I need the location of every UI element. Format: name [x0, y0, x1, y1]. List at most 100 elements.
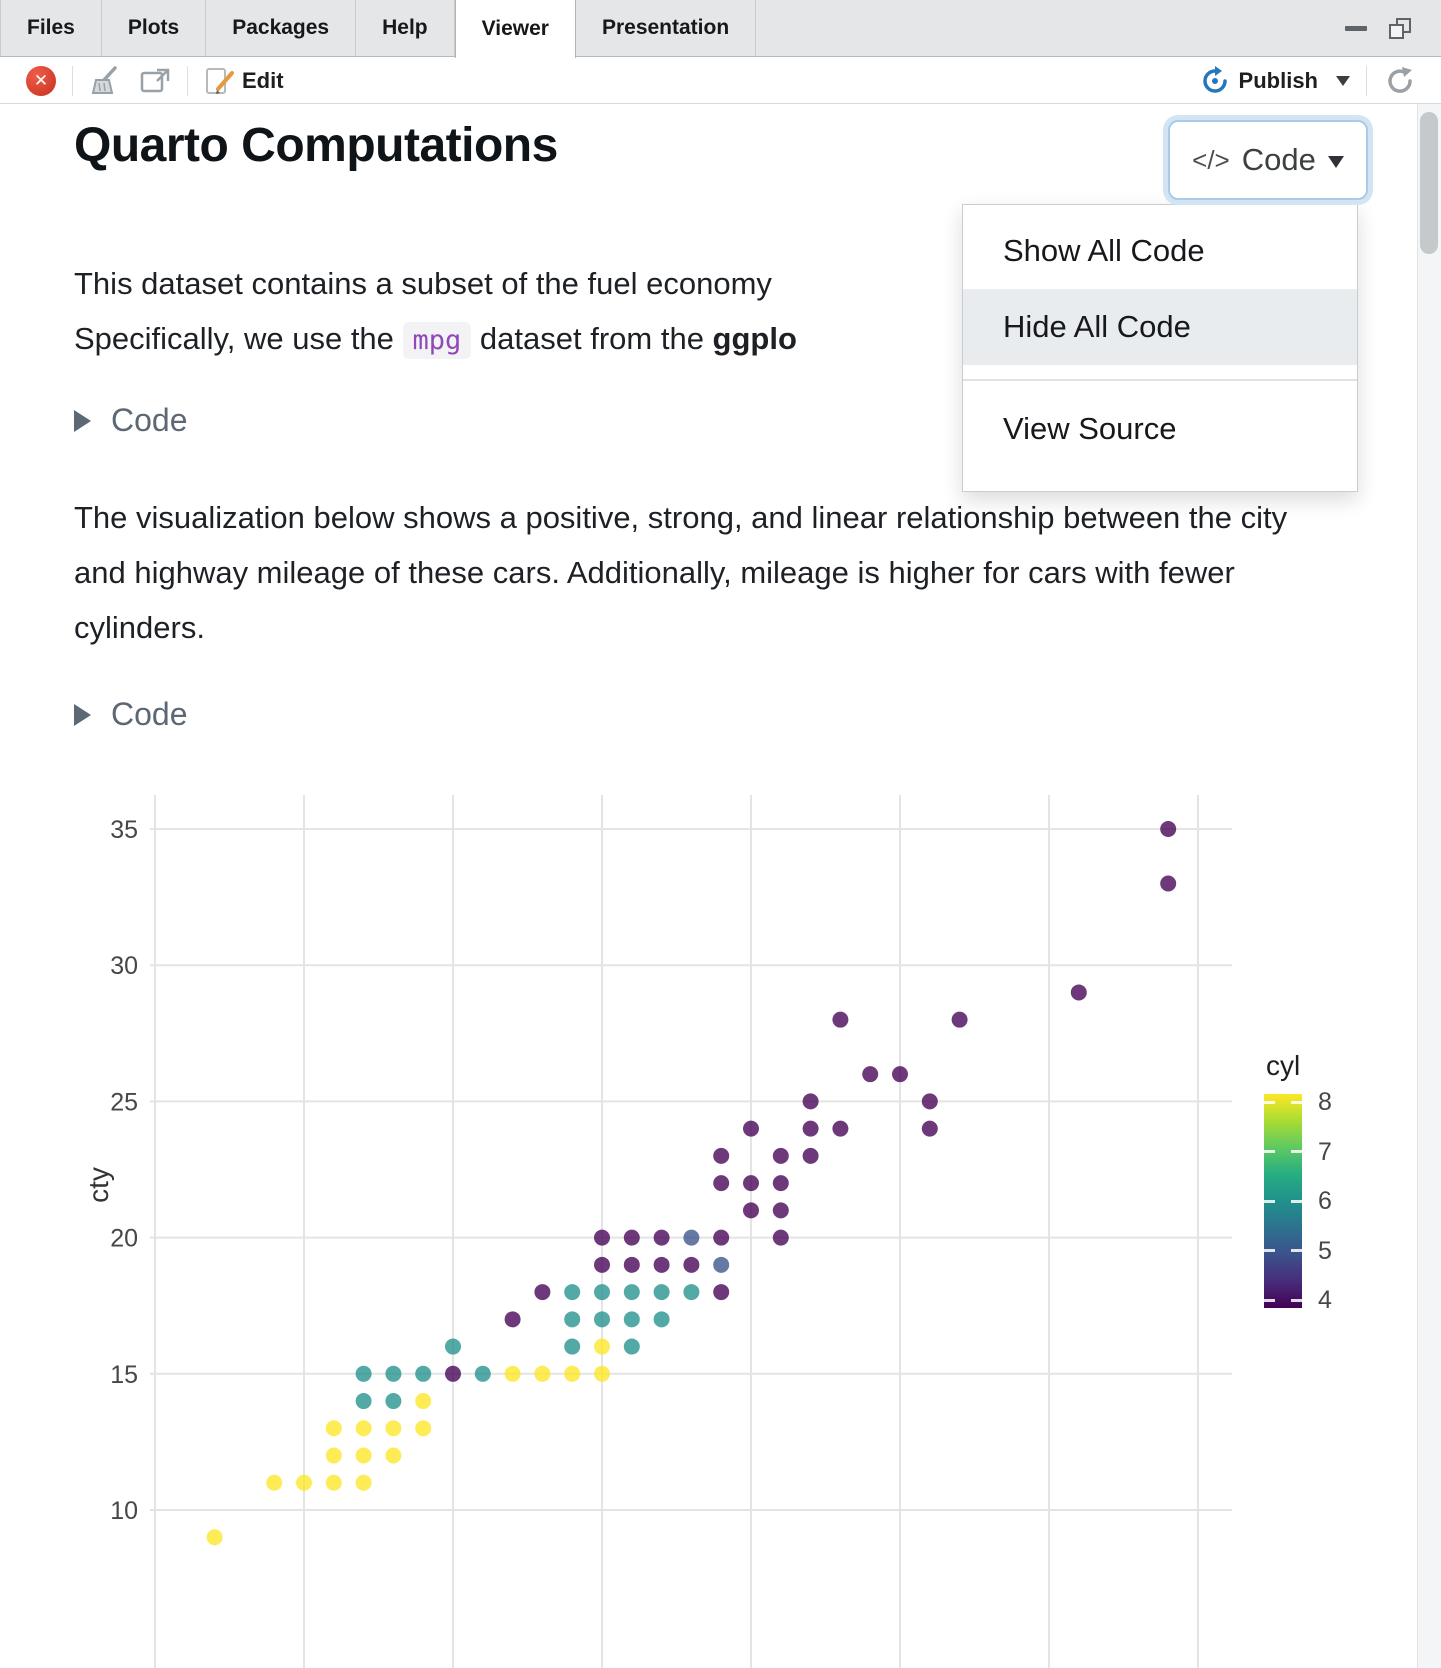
data-point	[653, 1311, 670, 1328]
minimize-icon	[1345, 26, 1367, 31]
data-point	[564, 1365, 581, 1382]
tab-help[interactable]: Help	[356, 0, 455, 56]
data-point	[921, 1120, 938, 1137]
code-fold-1[interactable]: Code	[74, 402, 188, 439]
menu-item-view-source[interactable]: View Source	[1003, 411, 1177, 446]
data-point	[802, 1120, 819, 1137]
vertical-scrollbar-thumb[interactable]	[1420, 112, 1438, 254]
data-point	[743, 1120, 759, 1137]
data-point	[713, 1284, 730, 1301]
code-fold-2[interactable]: Code	[74, 696, 188, 733]
visualization-paragraph: The visualization below shows a positive…	[74, 500, 1288, 645]
data-point	[1070, 984, 1087, 1001]
legend-tick-mark	[1291, 1100, 1302, 1104]
legend-title: cyl	[1266, 1050, 1301, 1081]
maximize-pane-button[interactable]	[1389, 17, 1413, 40]
tab-viewer[interactable]: Viewer	[454, 0, 576, 58]
data-point	[474, 1365, 491, 1382]
data-point	[564, 1338, 581, 1355]
data-point	[951, 1011, 968, 1028]
data-point	[445, 1338, 461, 1355]
data-point	[743, 1175, 759, 1192]
data-point	[772, 1175, 789, 1192]
legend-tick-label: 8	[1318, 1088, 1332, 1116]
data-point	[653, 1284, 670, 1301]
data-point	[445, 1365, 461, 1382]
legend-tick-mark	[1264, 1150, 1275, 1153]
data-point	[713, 1147, 730, 1164]
data-point	[355, 1447, 372, 1464]
data-point	[355, 1393, 372, 1410]
data-point	[743, 1202, 759, 1219]
edit-button[interactable]: Edit	[196, 61, 292, 101]
data-point	[623, 1284, 640, 1301]
data-point	[892, 1066, 908, 1083]
menu-separator	[963, 379, 1357, 381]
data-point	[653, 1229, 670, 1246]
code-button-label: Code	[1241, 142, 1316, 177]
vertical-scrollbar-track[interactable]	[1417, 104, 1441, 1668]
data-point	[594, 1338, 610, 1355]
data-point	[594, 1365, 610, 1382]
data-point	[564, 1284, 581, 1301]
menu-item-show-all-code[interactable]: Show All Code	[1003, 233, 1205, 268]
data-point	[355, 1365, 372, 1382]
data-point	[772, 1147, 789, 1164]
data-point	[594, 1256, 610, 1273]
data-point	[683, 1284, 700, 1301]
data-point	[534, 1284, 551, 1301]
publish-icon	[1202, 65, 1227, 93]
edit-label: Edit	[242, 67, 284, 93]
data-point	[653, 1256, 670, 1273]
pane-window-buttons	[1345, 0, 1413, 57]
minimize-pane-button[interactable]	[1345, 26, 1367, 31]
publish-label: Publish	[1238, 67, 1318, 93]
data-point	[385, 1365, 402, 1382]
intro-paragraph-line2: Specifically, we use the mpg dataset fro…	[74, 311, 797, 368]
y-tick-label: 15	[110, 1361, 138, 1389]
data-point	[683, 1256, 700, 1273]
data-point	[713, 1229, 730, 1246]
data-point	[504, 1365, 521, 1382]
data-point	[355, 1474, 372, 1491]
y-tick-label: 35	[110, 816, 138, 844]
page-title: Quarto Computations	[74, 119, 558, 172]
legend-tick-mark	[1291, 1150, 1302, 1153]
tab-plots[interactable]: Plots	[102, 0, 207, 56]
data-point	[623, 1311, 640, 1328]
data-point	[534, 1365, 551, 1382]
tab-packages[interactable]: Packages	[206, 0, 357, 56]
y-tick-label: 25	[110, 1088, 138, 1116]
data-point	[772, 1229, 789, 1246]
refresh-icon	[1388, 66, 1412, 93]
tab-files[interactable]: Files	[0, 0, 102, 56]
data-point	[594, 1229, 610, 1246]
data-point	[385, 1447, 402, 1464]
menu-item-hide-all-code[interactable]: Hide All Code	[963, 289, 1357, 365]
open-in-new-window-button[interactable]	[131, 62, 179, 100]
clear-viewer-button[interactable]	[81, 61, 131, 101]
legend-tick-mark	[1264, 1199, 1275, 1203]
code-menu: Show All Code Hide All Code View Source	[962, 204, 1358, 492]
legend-tick-mark	[1291, 1199, 1302, 1203]
data-point	[594, 1284, 610, 1301]
chevron-down-icon	[1327, 156, 1344, 168]
data-point	[623, 1256, 640, 1273]
data-point	[385, 1420, 402, 1437]
stop-button[interactable]: ✕	[18, 62, 64, 100]
legend-tick-mark	[1291, 1298, 1302, 1302]
tab-presentation[interactable]: Presentation	[576, 0, 757, 56]
publish-button[interactable]: Publish	[1191, 61, 1358, 101]
data-point	[206, 1529, 223, 1546]
data-point	[325, 1420, 342, 1437]
refresh-button[interactable]	[1375, 61, 1425, 101]
code-dropdown-button[interactable]: </> Code	[1168, 120, 1368, 200]
data-point	[832, 1011, 849, 1028]
legend-tick-mark	[1291, 1249, 1302, 1252]
legend-tick-label: 5	[1318, 1236, 1332, 1265]
legend-tick-label: 7	[1318, 1137, 1332, 1166]
data-point	[296, 1474, 312, 1491]
data-point	[802, 1093, 819, 1110]
disclosure-triangle-icon	[74, 703, 91, 726]
